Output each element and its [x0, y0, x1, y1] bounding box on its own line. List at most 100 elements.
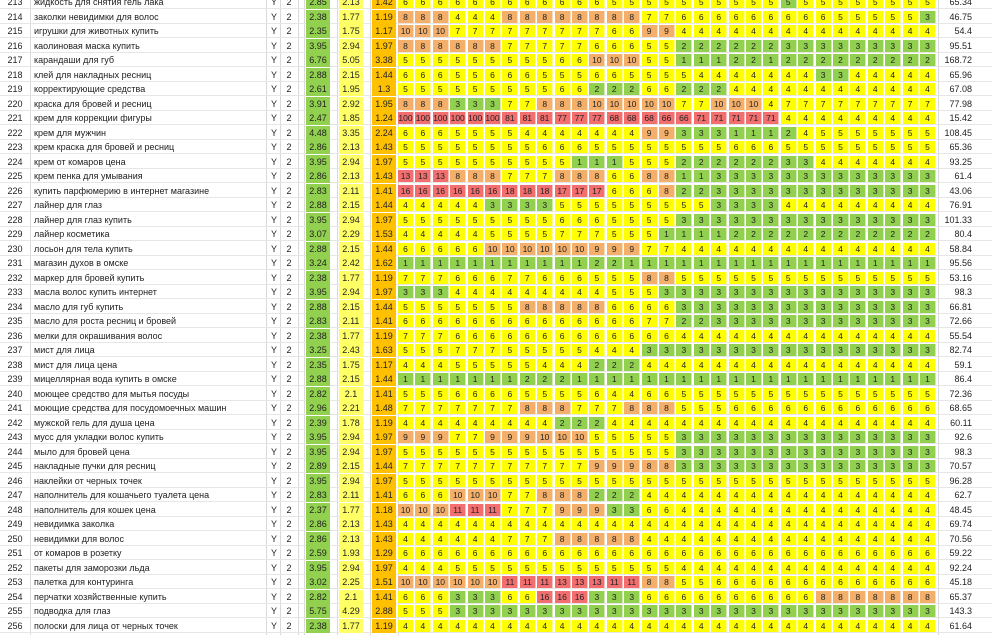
keyword-cell[interactable]: крем для коррекции фигуры: [34, 113, 152, 123]
position-cell[interactable]: 6: [641, 329, 658, 342]
position-cell[interactable]: 5: [432, 54, 449, 66]
position-cell[interactable]: 6: [920, 402, 936, 414]
table-row[interactable]: 255 подводка для глаз Y 2 5.75 4.29 2.88 5 5 5 3 3 3…: [0, 604, 992, 618]
position-cell[interactable]: 9: [554, 503, 571, 516]
position-cell[interactable]: 7: [432, 460, 449, 472]
position-cell[interactable]: 5: [641, 228, 658, 240]
position-cell[interactable]: 5: [902, 474, 919, 487]
position-cell[interactable]: 5: [467, 358, 484, 371]
position-cell[interactable]: 10: [415, 25, 432, 37]
position-cell[interactable]: 1: [432, 257, 449, 269]
position-cell[interactable]: 5: [641, 199, 658, 211]
freq-cell[interactable]: 2: [286, 214, 292, 225]
position-cell[interactable]: 5: [485, 300, 501, 313]
position-cell[interactable]: 5: [624, 0, 641, 8]
position-cell[interactable]: 16: [415, 184, 432, 197]
position-cell[interactable]: 6: [415, 489, 432, 501]
position-cell[interactable]: 4: [902, 25, 919, 37]
position-cell[interactable]: 2: [693, 39, 710, 52]
position-cell[interactable]: 3: [415, 286, 432, 298]
freq-cell[interactable]: 2: [286, 287, 292, 297]
position-cell[interactable]: 10: [485, 576, 501, 588]
position-cell[interactable]: 3: [606, 590, 623, 603]
position-cell[interactable]: 5: [693, 402, 710, 414]
position-cell[interactable]: 68: [624, 112, 641, 124]
position-cell[interactable]: 5: [519, 474, 536, 487]
position-cell[interactable]: 5: [763, 474, 780, 487]
metric-cell-c[interactable]: 1.19: [372, 9, 396, 24]
position-cell[interactable]: 4: [432, 518, 449, 530]
position-cell[interactable]: 4: [554, 358, 571, 371]
position-cell[interactable]: 6: [589, 315, 606, 327]
position-cell[interactable]: 6: [728, 402, 745, 414]
position-cell[interactable]: 7: [902, 97, 919, 110]
freq-cell[interactable]: 2: [286, 490, 292, 500]
position-cell[interactable]: 8: [415, 10, 432, 23]
total-cell[interactable]: 67.08: [949, 84, 972, 94]
position-cell[interactable]: 4: [867, 518, 884, 530]
position-cell[interactable]: 4: [850, 83, 867, 95]
position-cell[interactable]: 6: [624, 315, 641, 327]
keyword-cell[interactable]: масла волос купить интернет: [34, 287, 157, 297]
freq-cell[interactable]: 2: [286, 461, 292, 471]
position-cell[interactable]: 3: [676, 460, 693, 472]
position-cell[interactable]: 4: [502, 518, 519, 530]
position-cell[interactable]: 5: [885, 126, 902, 139]
position-cell[interactable]: 3: [763, 460, 780, 472]
position-cell[interactable]: 1: [676, 170, 693, 182]
position-cell[interactable]: 3: [467, 590, 484, 603]
flag-cell[interactable]: Y: [270, 214, 277, 225]
position-cell[interactable]: 6: [398, 315, 414, 327]
position-cell[interactable]: 5: [641, 141, 658, 153]
position-cell[interactable]: 3: [902, 300, 919, 313]
position-cell[interactable]: 3: [885, 445, 902, 458]
position-cell[interactable]: 100: [485, 112, 501, 124]
position-cell[interactable]: 2: [711, 39, 728, 52]
position-cell[interactable]: 8: [572, 300, 588, 313]
position-cell[interactable]: 7: [659, 315, 675, 327]
position-cell[interactable]: 7: [502, 503, 519, 516]
position-cell[interactable]: 4: [885, 503, 902, 516]
position-cell[interactable]: 5: [833, 0, 849, 8]
position-cell[interactable]: 5: [624, 431, 641, 443]
position-cell[interactable]: 3: [850, 315, 867, 327]
position-cell[interactable]: 3: [902, 431, 919, 443]
position-cell[interactable]: 11: [502, 576, 519, 588]
position-cell[interactable]: 71: [746, 112, 762, 124]
position-cell[interactable]: 9: [589, 460, 606, 472]
position-cell[interactable]: 13: [415, 170, 432, 182]
position-cell[interactable]: 3: [902, 184, 919, 197]
position-cell[interactable]: 7: [415, 402, 432, 414]
position-cell[interactable]: 4: [833, 242, 849, 255]
position-cell[interactable]: 6: [502, 387, 519, 400]
position-cell[interactable]: 4: [780, 503, 797, 516]
position-cell[interactable]: 7: [432, 271, 449, 284]
position-cell[interactable]: 4: [485, 286, 501, 298]
position-cell[interactable]: 4: [746, 619, 762, 632]
position-cell[interactable]: 4: [641, 518, 658, 530]
position-cell[interactable]: 6: [815, 547, 832, 559]
position-cell[interactable]: 4: [780, 83, 797, 95]
metric-cell-b[interactable]: 2.94: [339, 212, 363, 227]
position-cell[interactable]: 7: [485, 402, 501, 414]
position-cell[interactable]: 5: [659, 561, 675, 574]
position-cell[interactable]: 4: [763, 25, 780, 37]
position-cell[interactable]: 3: [885, 286, 902, 298]
position-cell[interactable]: 5: [502, 213, 519, 226]
position-cell[interactable]: 2: [624, 83, 641, 95]
flag-cell[interactable]: Y: [270, 461, 277, 471]
position-cell[interactable]: 10: [485, 489, 501, 501]
position-cell[interactable]: 5: [415, 474, 432, 487]
keyword-cell[interactable]: мелки для окрашивания волос: [34, 330, 163, 341]
position-cell[interactable]: 4: [798, 68, 815, 81]
position-cell[interactable]: 5: [502, 83, 519, 95]
position-cell[interactable]: 3: [537, 605, 554, 617]
position-cell[interactable]: 3: [867, 605, 884, 617]
position-cell[interactable]: 7: [833, 97, 849, 110]
position-cell[interactable]: 4: [693, 489, 710, 501]
position-cell[interactable]: 4: [711, 561, 728, 574]
metric-cell-c[interactable]: 1.53: [372, 227, 396, 241]
position-cell[interactable]: 5: [450, 54, 467, 66]
position-cell[interactable]: 4: [641, 358, 658, 371]
position-cell[interactable]: 5: [624, 199, 641, 211]
